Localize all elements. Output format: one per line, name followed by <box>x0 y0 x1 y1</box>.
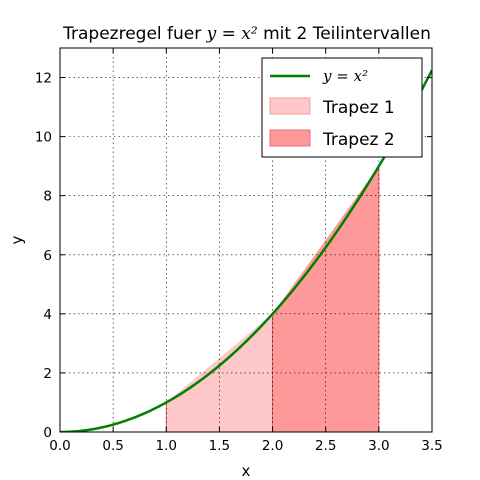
y-tick-label: 2 <box>43 366 52 382</box>
legend: y = x² Trapez 1 Trapez 2 <box>261 57 423 158</box>
title-suffix: mit 2 Teilintervallen <box>258 24 431 44</box>
x-tick-label: 0.0 <box>49 438 70 454</box>
x-tick-label: 2.0 <box>262 438 283 454</box>
title-prefix: Trapezregel fuer <box>62 24 207 44</box>
y-tick-label: 6 <box>43 248 52 264</box>
tick-layer: 0.0 0.5 1.0 1.5 2.0 2.5 3.0 3.5 0 2 4 6 8 10 12 <box>35 48 443 454</box>
curve-layer <box>60 69 432 432</box>
y-tick-label: 8 <box>43 189 52 205</box>
x-tick-label: 3.0 <box>368 438 389 454</box>
x-tick-label: 1.5 <box>209 438 230 454</box>
title-math: y = x² <box>206 24 258 44</box>
y-axis-label: y <box>8 235 26 244</box>
legend-trapez-1-label: Trapez 1 <box>322 98 395 118</box>
x-tick-label: 0.5 <box>102 438 123 454</box>
chart-title: Trapezregel fuer y = x² mit 2 Teilinterv… <box>62 24 431 44</box>
curve-y-x-squared <box>60 69 432 432</box>
y-tick-label: 4 <box>43 307 52 323</box>
x-axis-label: x <box>242 462 251 480</box>
x-tick-label: 3.5 <box>421 438 442 454</box>
y-tick-label: 10 <box>35 130 52 146</box>
legend-trapez-2-label: Trapez 2 <box>322 130 395 150</box>
y-tick-label: 0 <box>43 425 52 441</box>
legend-trapez-2-swatch <box>269 129 311 147</box>
plot-area <box>59 47 433 433</box>
legend-curve-label: y = x² <box>322 67 368 85</box>
y-tick-label: 12 <box>35 71 52 87</box>
x-tick-label: 2.5 <box>315 438 336 454</box>
x-tick-label: 1.0 <box>156 438 177 454</box>
legend-trapez-1-swatch <box>269 97 311 115</box>
trapez-2 <box>272 166 379 432</box>
